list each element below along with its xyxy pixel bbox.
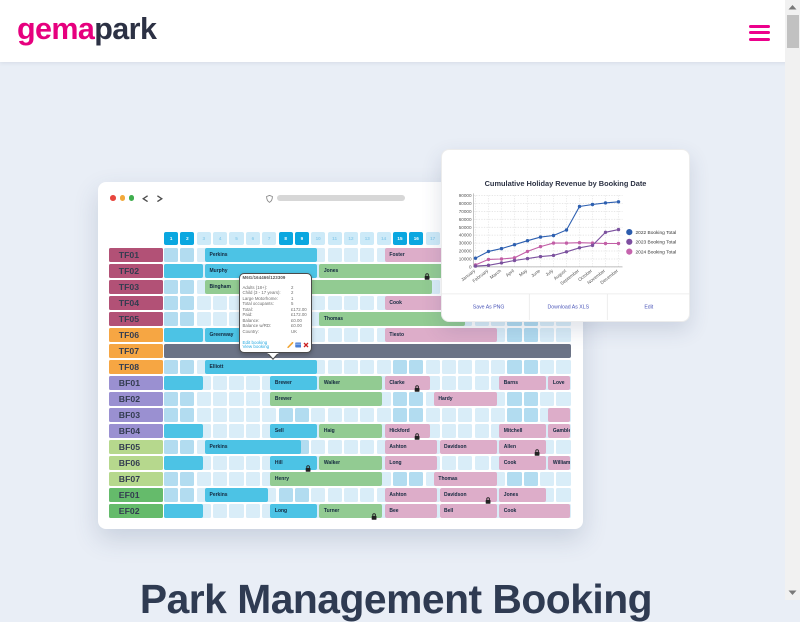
svg-text:2023 Booking Total: 2023 Booking Total [636, 240, 677, 246]
svg-text:90000: 90000 [459, 193, 472, 198]
svg-text:2024 Booking Total: 2024 Booking Total [636, 249, 677, 255]
svg-text:Save As PNG: Save As PNG [473, 304, 505, 310]
svg-text:10000: 10000 [459, 257, 472, 262]
svg-text:20000: 20000 [459, 249, 472, 254]
svg-text:40000: 40000 [459, 233, 472, 238]
svg-text:May: May [518, 268, 528, 278]
svg-text:July: July [545, 268, 555, 277]
svg-text:0: 0 [469, 265, 472, 270]
svg-text:June: June [530, 268, 541, 278]
svg-text:Edit: Edit [644, 304, 653, 310]
svg-text:80000: 80000 [459, 201, 472, 206]
svg-text:2022 Booking Total: 2022 Booking Total [636, 230, 677, 236]
svg-text:April: April [505, 268, 515, 278]
svg-text:70000: 70000 [459, 209, 472, 214]
svg-text:March: March [489, 268, 502, 280]
svg-text:50000: 50000 [459, 225, 472, 230]
svg-text:Download As XLS: Download As XLS [548, 304, 590, 310]
svg-text:30000: 30000 [459, 241, 472, 246]
svg-text:60000: 60000 [459, 217, 472, 222]
